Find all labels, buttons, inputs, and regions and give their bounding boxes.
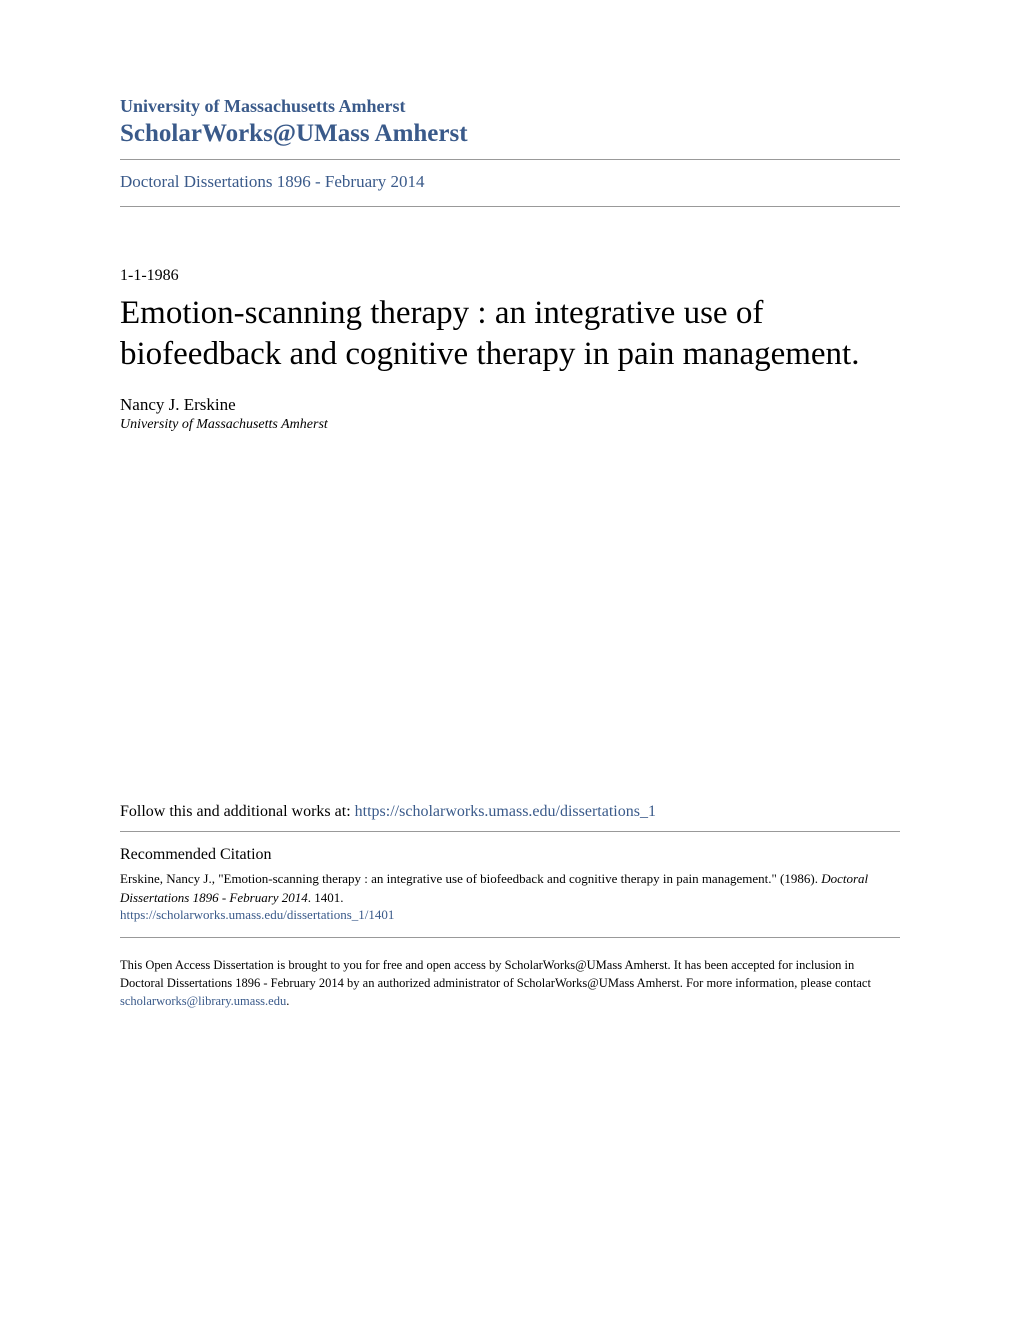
citation-heading: Recommended Citation [120,846,900,864]
author-affiliation: University of Massachusetts Amherst [120,417,900,433]
footer-contact-link[interactable]: scholarworks@library.umass.edu [120,994,286,1008]
follow-prefix-text: Follow this and additional works at: [120,803,355,820]
repository-name-link[interactable]: ScholarWorks@UMass Amherst [120,118,900,151]
publication-date: 1-1-1986 [120,267,900,285]
university-name: University of Massachusetts Amherst [120,95,900,118]
collection-section: Doctoral Dissertations 1896 - February 2… [120,172,900,207]
citation-text: Erskine, Nancy J., "Emotion-scanning the… [120,870,900,906]
citation-text-part1: Erskine, Nancy J., "Emotion-scanning the… [120,871,821,886]
footer-text-part1: This Open Access Dissertation is brought… [120,958,871,990]
footer-text: This Open Access Dissertation is brought… [120,956,900,1010]
footer-text-part2: . [286,994,289,1008]
collection-link[interactable]: Doctoral Dissertations 1896 - February 2… [120,172,425,191]
citation-link[interactable]: https://scholarworks.umass.edu/dissertat… [120,907,900,923]
follow-link[interactable]: https://scholarworks.umass.edu/dissertat… [355,803,656,820]
header-section: University of Massachusetts Amherst Scho… [120,95,900,160]
document-title: Emotion-scanning therapy : an integrativ… [120,293,900,376]
follow-section: Follow this and additional works at: htt… [120,803,900,832]
citation-section: Recommended Citation Erskine, Nancy J., … [120,846,900,937]
author-name: Nancy J. Erskine [120,395,900,415]
citation-text-part2: . 1401. [308,890,344,905]
